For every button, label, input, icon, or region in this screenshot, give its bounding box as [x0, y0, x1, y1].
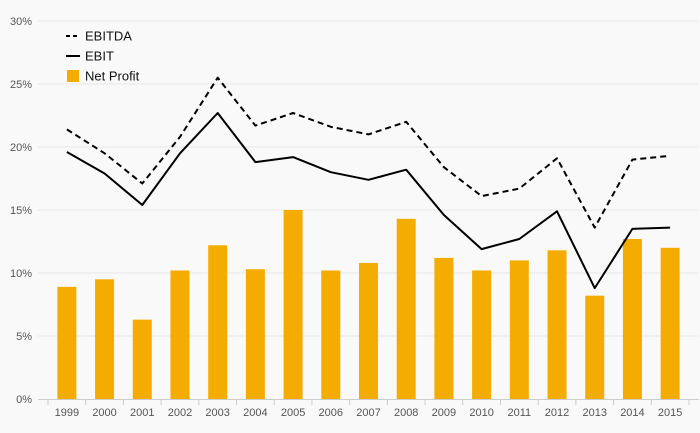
x-tick-label: 2001: [130, 407, 154, 419]
x-tick-label: 2013: [582, 407, 606, 419]
x-tick-label: 2011: [507, 407, 531, 419]
x-tick-label: 1999: [55, 407, 79, 419]
x-tick-label: 2015: [658, 407, 682, 419]
y-tick-label: 25%: [10, 79, 32, 91]
bar-net-profit: [547, 250, 567, 399]
bar-net-profit: [472, 270, 492, 399]
y-tick-label: 15%: [10, 205, 32, 217]
bar-net-profit: [245, 269, 265, 399]
x-tick-label: 2014: [620, 407, 644, 419]
bar-net-profit: [434, 257, 454, 399]
y-tick-label: 30%: [10, 16, 32, 28]
lines-layer: [66, 76, 671, 290]
bar-net-profit: [396, 218, 416, 399]
bar-net-profit: [57, 286, 77, 399]
y-tick-label: 20%: [10, 142, 32, 154]
bar-net-profit: [622, 238, 642, 399]
x-tick-label: 2009: [432, 407, 456, 419]
bar-net-profit: [585, 295, 605, 399]
bar-net-profit: [660, 247, 680, 399]
x-tick-label: 2007: [356, 407, 380, 419]
y-tick-label: 0%: [16, 394, 32, 406]
x-tick-label: 2010: [469, 407, 493, 419]
legend-swatch-net-profit: [67, 70, 79, 82]
x-tick-label: 2000: [92, 407, 116, 419]
x-tick-label: 2012: [545, 407, 569, 419]
legend-label-ebitda: EBITDA: [85, 29, 132, 44]
x-tick-label: 2008: [394, 407, 418, 419]
y-tick-label: 10%: [10, 268, 32, 280]
bar-net-profit: [208, 245, 228, 399]
x-tick-label: 2003: [205, 407, 229, 419]
bar-net-profit: [359, 262, 378, 399]
y-tick-label: 5%: [16, 331, 32, 343]
bar-net-profit: [509, 260, 529, 399]
x-tick-label: 2002: [168, 407, 192, 419]
x-tick-label: 2006: [319, 407, 343, 419]
bar-net-profit: [95, 279, 115, 399]
bar-net-profit: [321, 270, 341, 399]
bar-net-profit: [132, 319, 152, 399]
line-ebitda: [66, 76, 671, 229]
x-tick-label: 2005: [281, 407, 305, 419]
x-tick-label: 2004: [243, 407, 267, 419]
bars-layer: [57, 210, 680, 399]
bar-net-profit: [283, 210, 303, 399]
line-ebit: [66, 112, 671, 290]
bar-net-profit: [170, 270, 190, 399]
legend-label-net-profit: Net Profit: [85, 69, 140, 84]
legend-label-ebit: EBIT: [85, 49, 114, 64]
axis-layer: 0% 5% 10% 15% 20% 25% 30% 1999 2000 2001 2002 2003 2…: [10, 16, 699, 419]
legend: EBITDA EBIT Net Profit: [66, 29, 140, 84]
